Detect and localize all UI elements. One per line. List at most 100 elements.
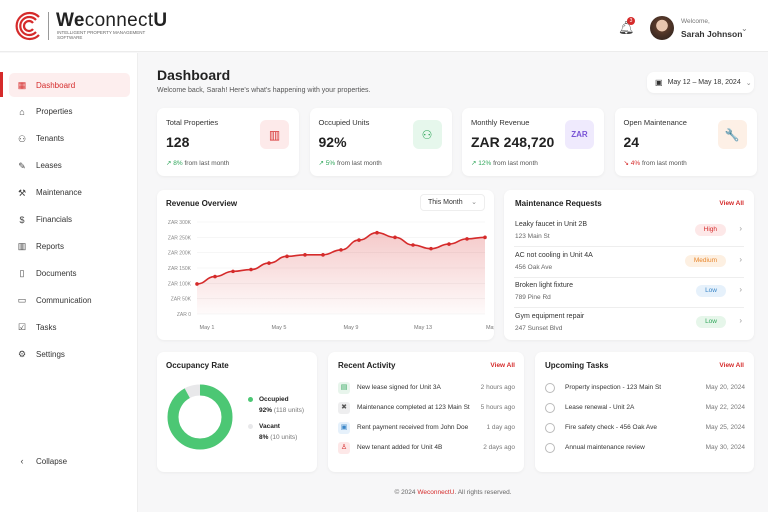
collapse-button[interactable]: ‹ Collapse <box>9 449 130 473</box>
active-indicator <box>0 72 3 97</box>
revenue-point[interactable] <box>267 261 271 265</box>
maintenance-request-item[interactable]: Gym equipment repair 247 Sunset Blvd Low… <box>514 309 744 339</box>
collapse-label: Collapse <box>36 456 68 466</box>
stat-card-open-maintenance: Open Maintenance 24 ↘ 4% from last month… <box>614 108 757 176</box>
sidebar-item-documents[interactable]: ▯ Documents <box>9 261 130 285</box>
task-checkbox[interactable] <box>545 443 555 453</box>
activity-time: 2 days ago <box>483 444 515 451</box>
y-tick-label: ZAR 100K <box>168 281 192 287</box>
sidebar-item-tenants[interactable]: ⚇ Tenants <box>9 127 130 151</box>
tasks-view-all-link[interactable]: View All <box>719 362 744 369</box>
maintenance-view-all-link[interactable]: View All <box>719 200 744 207</box>
sidebar-item-label: Tenants <box>36 134 65 144</box>
request-address: 789 Pine Rd <box>515 294 551 301</box>
bar-chart-icon: ▥ <box>17 241 27 252</box>
sidebar-item-tasks[interactable]: ☑ Tasks <box>9 315 130 339</box>
home-icon: ⌂ <box>19 106 25 117</box>
footer-brand[interactable]: WeconnectU <box>417 489 455 496</box>
chevron-right-icon: › <box>739 315 742 325</box>
wrench-icon: 🔧 <box>717 120 747 149</box>
revenue-point[interactable] <box>375 230 379 235</box>
revenue-point[interactable] <box>285 254 289 259</box>
activity-item[interactable]: ▣ Rent payment received from John Doe 1 … <box>338 420 515 438</box>
chevron-right-icon: › <box>739 254 742 264</box>
sidebar-item-settings[interactable]: ⚙ Settings <box>9 342 130 366</box>
activity-item[interactable]: ▤ New lease signed for Unit 3A 2 hours a… <box>338 380 515 398</box>
revenue-point[interactable] <box>393 235 397 240</box>
revenue-point[interactable] <box>249 267 253 272</box>
sidebar-item-financials[interactable]: $ Financials <box>9 208 130 232</box>
activity-time: 1 day ago <box>486 424 515 431</box>
revenue-point[interactable] <box>213 274 217 279</box>
vacant-value: 8% <box>259 434 269 441</box>
revenue-point[interactable] <box>303 253 307 257</box>
calendar-icon: ▣ <box>655 78 663 87</box>
request-title: Leaky faucet in Unit 2B <box>515 221 587 228</box>
revenue-point[interactable] <box>195 282 199 286</box>
activity-view-all-link[interactable]: View All <box>490 362 515 369</box>
activity-item[interactable]: ✖ Maintenance completed at 123 Main St 5… <box>338 400 515 418</box>
maintenance-request-item[interactable]: AC not cooling in Unit 4A 456 Oak Ave Me… <box>514 248 744 278</box>
brand-tagline: INTELLIGENT PROPERTY MANAGEMENT SOFTWARE <box>57 30 146 40</box>
money-icon: $ <box>19 214 25 225</box>
sidebar-item-label: Tasks <box>36 322 57 332</box>
revenue-point[interactable] <box>429 246 433 251</box>
task-checkbox[interactable] <box>545 403 555 413</box>
upcoming-tasks-card: Upcoming Tasks View All Property inspect… <box>535 352 754 472</box>
user-name[interactable]: Sarah Johnson <box>681 29 743 39</box>
stat-change: ↘ 4% from last month <box>624 159 687 167</box>
sidebar-item-label: Communication <box>36 295 92 305</box>
task-text: Lease renewal - Unit 2A <box>565 404 635 411</box>
revenue-point[interactable] <box>447 242 451 246</box>
chevron-down-icon[interactable]: ⌄ <box>741 24 748 33</box>
vacant-label: Vacant <box>259 423 280 430</box>
maintenance-request-item[interactable]: Broken light fixture 789 Pine Rd Low › <box>514 278 744 308</box>
sidebar-item-label: Reports <box>36 241 65 251</box>
chat-icon: ▭ <box>17 295 27 306</box>
stat-card-total-properties: Total Properties 128 ↗ 8% from last mont… <box>157 108 299 176</box>
revenue-point[interactable] <box>465 237 469 241</box>
sidebar-item-label: Leases <box>36 161 62 171</box>
stat-change-value: 4% <box>630 160 641 167</box>
activity-time: 2 hours ago <box>480 384 515 391</box>
maintenance-request-item[interactable]: Leaky faucet in Unit 2B 123 Main St High… <box>514 217 744 247</box>
revenue-point[interactable] <box>357 238 361 242</box>
tasks-title: Upcoming Tasks <box>545 361 609 370</box>
wrench-icon: ⚒ <box>17 187 27 198</box>
task-checkbox[interactable] <box>545 383 555 393</box>
footer-suffix: . All rights reserved. <box>454 489 512 496</box>
stat-value: 128 <box>166 134 190 150</box>
task-checkbox[interactable] <box>545 423 555 433</box>
revenue-point[interactable] <box>339 248 343 252</box>
tools-icon: ✖ <box>338 402 350 414</box>
sidebar-item-leases[interactable]: ✎ Leases <box>9 154 130 178</box>
date-range-picker[interactable]: ▣ May 12 – May 18, 2024 ⌄ <box>647 72 754 93</box>
sidebar-item-properties[interactable]: ⌂ Properties <box>9 100 130 124</box>
sidebar-item-label: Financials <box>36 215 73 224</box>
stat-change: ↗ 8% from last month <box>166 159 229 167</box>
revenue-point[interactable] <box>483 235 487 240</box>
avatar[interactable] <box>650 16 674 40</box>
task-text: Annual maintenance review <box>565 444 645 451</box>
activity-item[interactable]: ♙ New tenant added for Unit 4B 2 days ag… <box>338 440 515 458</box>
sidebar: ‹ Collapse ▦ Dashboard ⌂ Properties ⚇ Tenants ✎… <box>0 53 138 512</box>
revenue-point[interactable] <box>231 269 235 274</box>
sidebar-item-maintenance[interactable]: ⚒ Maintenance <box>9 181 130 205</box>
page-title: Dashboard <box>157 67 231 83</box>
sidebar-item-communication[interactable]: ▭ Communication <box>9 288 130 312</box>
sidebar-item-label: Properties <box>36 107 73 117</box>
stat-change-value: 5% <box>325 160 336 167</box>
x-tick-label: May 5 <box>272 325 287 331</box>
revenue-point[interactable] <box>321 253 325 257</box>
priority-badge: Medium <box>684 254 726 267</box>
revenue-point[interactable] <box>411 243 415 247</box>
sidebar-item-dashboard[interactable]: ▦ Dashboard <box>9 73 130 97</box>
stat-value: 92% <box>318 134 347 150</box>
sidebar-item-reports[interactable]: ▥ Reports <box>9 234 130 258</box>
task-item: Fire safety check - 456 Oak Ave May 25, … <box>545 420 745 438</box>
task-item: Annual maintenance review May 30, 2024 <box>545 440 745 458</box>
period-select[interactable]: This Month ⌄ <box>420 194 485 211</box>
request-address: 456 Oak Ave <box>515 263 553 271</box>
request-address: 247 Sunset Blvd <box>515 324 563 332</box>
stat-change-suffix: from last month <box>640 160 687 167</box>
